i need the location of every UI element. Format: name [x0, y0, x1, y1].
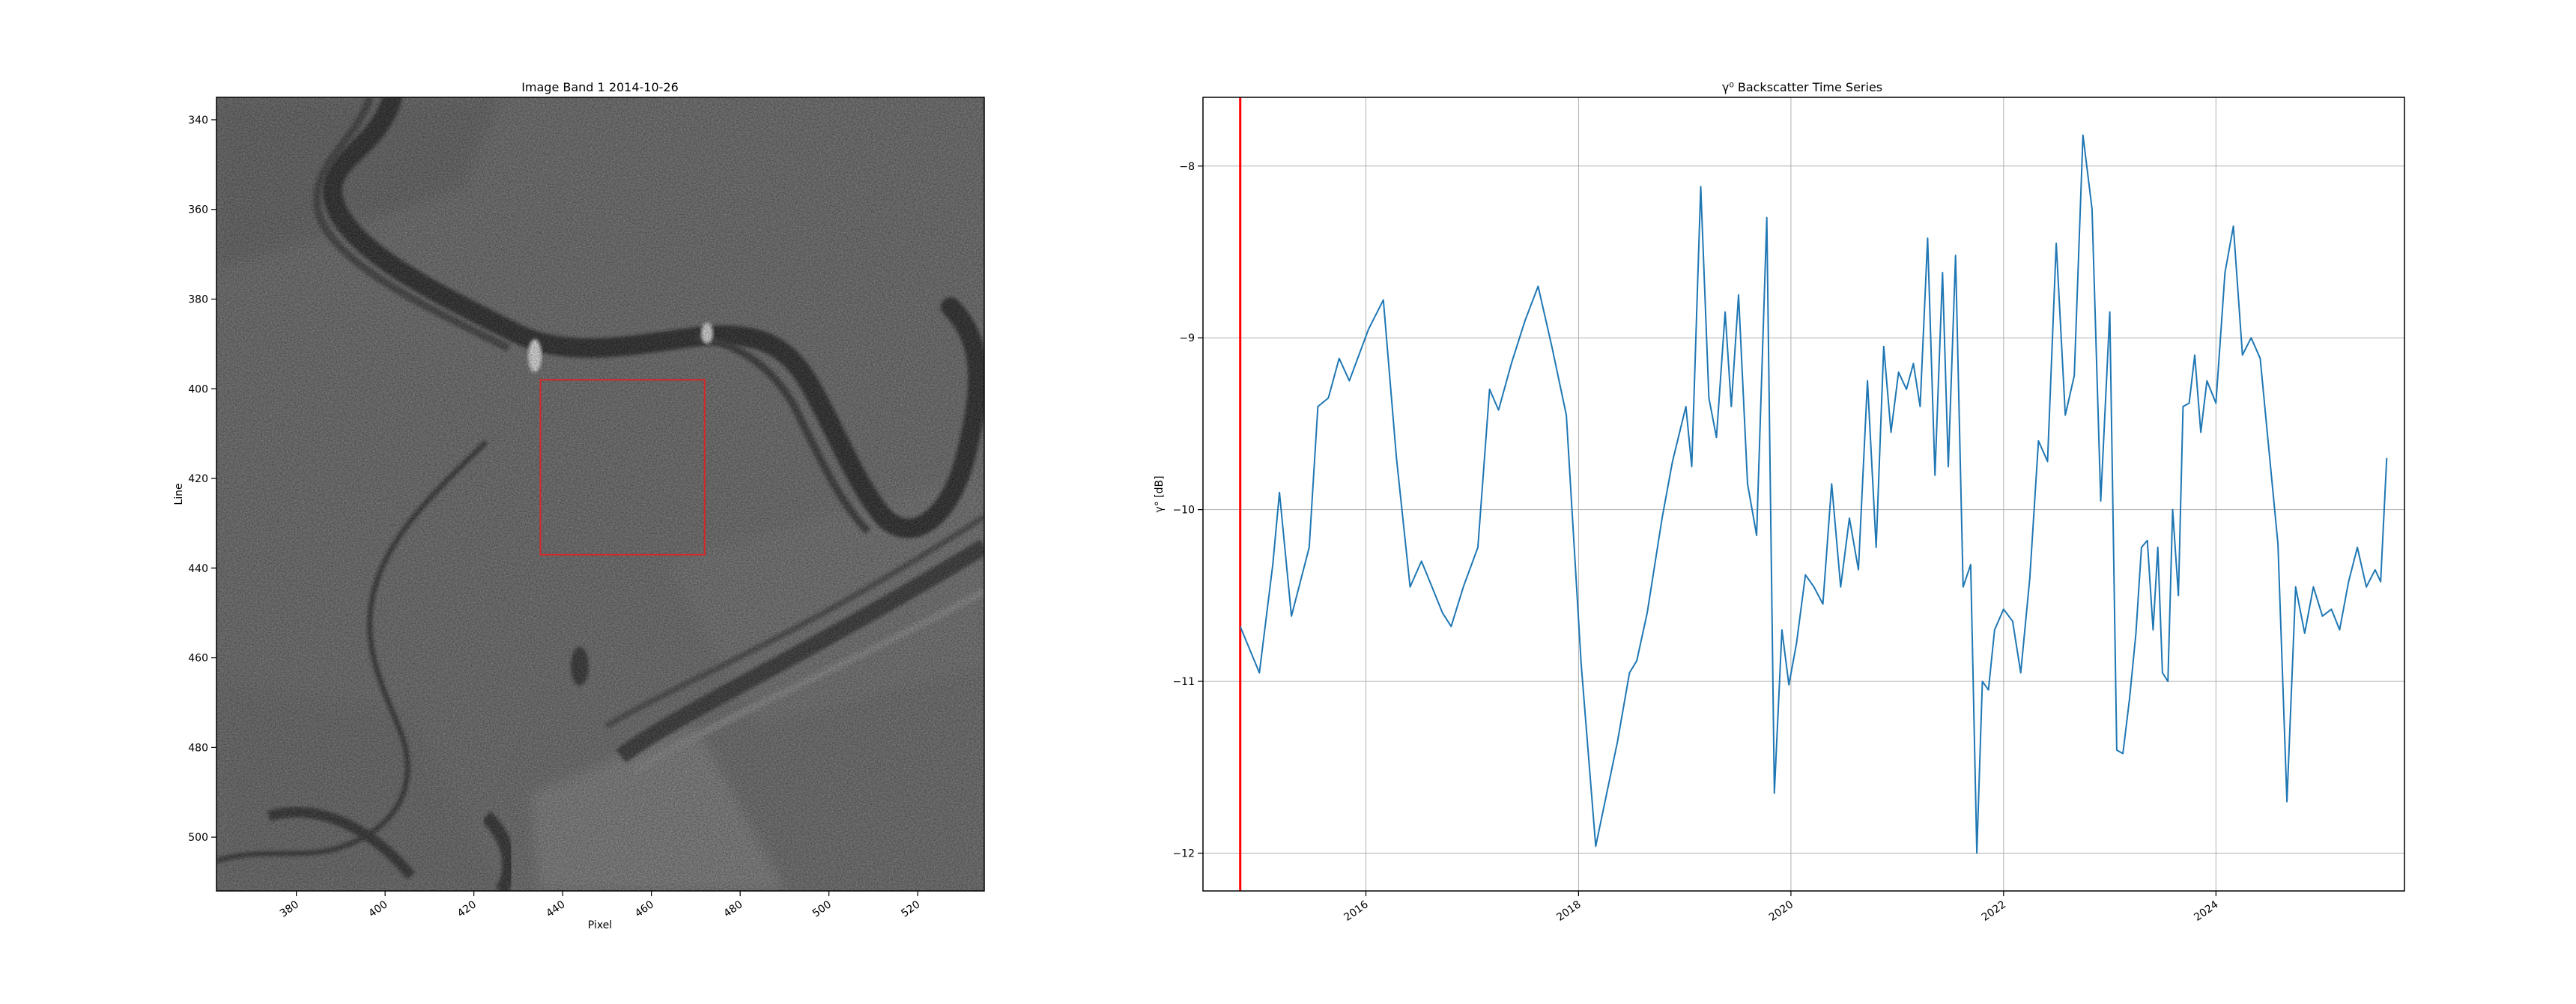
- timeseries-y-tick-label: −12: [1172, 848, 1195, 860]
- timeseries-y-tick-label: −11: [1172, 676, 1195, 688]
- image-y-tick-label: 360: [188, 204, 208, 216]
- timeseries-y-tick-label: −9: [1179, 332, 1195, 344]
- timeseries-y-label: γ° [dB]: [1154, 475, 1166, 512]
- image-panel: Image Band 1 2014-10-26: [173, 80, 985, 931]
- image-y-tick-label: 380: [188, 293, 208, 305]
- sar-image: [216, 97, 984, 891]
- roi-box: [539, 379, 706, 556]
- timeseries-y-ticks: −12 −11 −10 −9 −8: [1172, 161, 1203, 860]
- image-y-tick-label: 340: [188, 115, 208, 127]
- timeseries-panel: γ⁰ Backscatter Time Series 2016 2018 2020 2…: [1154, 80, 2405, 924]
- image-title: Image Band 1 2014-10-26: [521, 80, 679, 94]
- image-y-tick-label: 420: [188, 473, 208, 485]
- series-line: [1239, 134, 2388, 854]
- image-y-tick-label: 440: [188, 563, 208, 575]
- timeseries-grid: [1203, 97, 2404, 891]
- image-y-label: Line: [173, 483, 185, 505]
- image-y-ticks: 340 360 380 400 420 440 460 480 500: [188, 115, 216, 844]
- image-x-label: Pixel: [588, 919, 612, 931]
- image-y-tick-label: 400: [188, 383, 208, 395]
- image-y-tick-label: 480: [188, 742, 208, 754]
- timeseries-y-tick-label: −8: [1179, 161, 1195, 173]
- timeseries-title: γ⁰ Backscatter Time Series: [1722, 80, 1882, 94]
- image-y-tick-label: 500: [188, 832, 208, 844]
- image-y-tick-label: 460: [188, 653, 208, 665]
- timeseries-y-tick-label: −10: [1172, 505, 1195, 517]
